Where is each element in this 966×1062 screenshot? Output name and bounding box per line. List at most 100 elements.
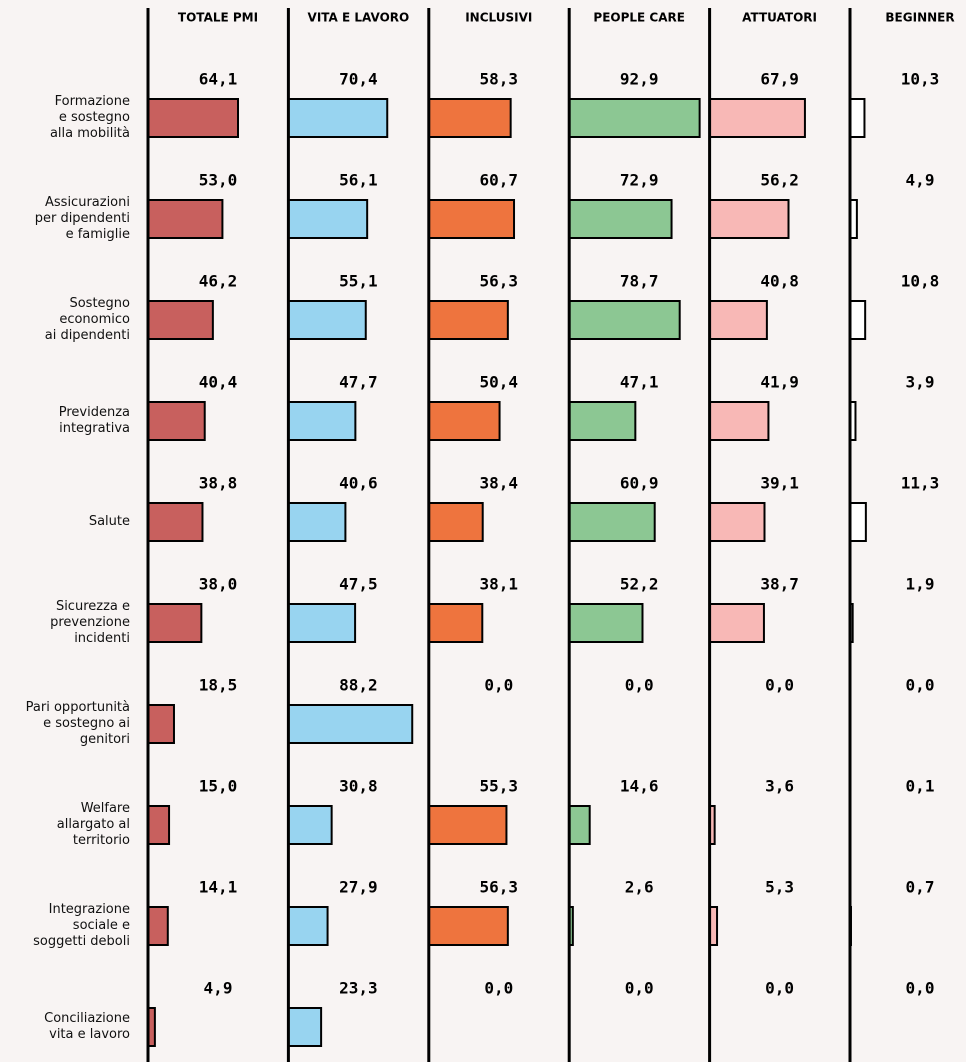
bar [287, 502, 347, 542]
panel-header: TOTALE PMI [178, 11, 258, 25]
bar [287, 1007, 323, 1047]
category-label: Conciliazione vita e lavoro [44, 1011, 130, 1042]
value-label: 56,2 [760, 171, 799, 190]
value-label: 15,0 [199, 777, 238, 796]
bar [849, 98, 866, 138]
value-label: 38,1 [480, 575, 519, 594]
category-label: Salute [88, 514, 130, 529]
value-label: 0,0 [625, 676, 654, 695]
panel-header: BEGINNER [885, 11, 954, 25]
category-label: Formazione e sostegno alla mobilità [49, 94, 130, 141]
bar [568, 401, 637, 441]
value-label: 60,9 [620, 474, 659, 493]
value-label: 4,9 [906, 171, 935, 190]
category-label: Welfare allargato al territorio [56, 801, 130, 848]
value-label: 4,9 [204, 979, 233, 998]
bar [147, 199, 224, 239]
value-label: 39,1 [760, 474, 799, 493]
panel-header: PEOPLE CARE [593, 11, 685, 25]
bar [147, 98, 239, 138]
value-label: 70,4 [339, 70, 378, 89]
value-label: 88,2 [339, 676, 378, 695]
value-label: 10,3 [901, 70, 940, 89]
value-label: 52,2 [620, 575, 659, 594]
value-label: 10,8 [901, 272, 940, 291]
bar [708, 98, 806, 138]
bar [708, 401, 770, 441]
value-label: 3,6 [765, 777, 794, 796]
value-label: 0,0 [765, 676, 794, 695]
bar [287, 906, 329, 946]
value-label: 23,3 [339, 979, 378, 998]
bar [568, 502, 656, 542]
value-label: 0,0 [625, 979, 654, 998]
value-label: 40,4 [199, 373, 238, 392]
bar [568, 98, 701, 138]
panel-header: INCLUSIVI [465, 11, 532, 25]
value-label: 38,0 [199, 575, 238, 594]
value-label: 56,3 [480, 878, 519, 897]
bar [287, 98, 389, 138]
bar [287, 704, 414, 744]
value-label: 0,0 [484, 979, 513, 998]
value-label: 41,9 [760, 373, 799, 392]
value-label: 47,7 [339, 373, 378, 392]
bar [427, 300, 509, 340]
value-label: 0,0 [906, 979, 935, 998]
bar [287, 300, 367, 340]
value-label: 14,6 [620, 777, 659, 796]
value-label: 50,4 [480, 373, 519, 392]
value-label: 55,3 [480, 777, 519, 796]
value-label: 0,1 [906, 777, 935, 796]
category-label: Sicurezza e prevenzione incidenti [50, 599, 130, 646]
value-label: 67,9 [760, 70, 799, 89]
bar [427, 603, 484, 643]
value-label: 60,7 [480, 171, 519, 190]
category-label: Assicurazioni per dipendenti e famiglie [34, 195, 130, 242]
value-label: 64,1 [199, 70, 238, 89]
category-label: Pari opportunità e sostegno ai genitori [25, 700, 130, 747]
value-label: 56,1 [339, 171, 378, 190]
bar [708, 300, 768, 340]
value-label: 2,6 [625, 878, 654, 897]
value-label: 11,3 [901, 474, 940, 493]
value-label: 14,1 [199, 878, 238, 897]
value-label: 56,3 [480, 272, 519, 291]
value-label: 46,2 [199, 272, 238, 291]
bar [708, 603, 765, 643]
value-label: 53,0 [199, 171, 238, 190]
panel-header: ATTUATORI [742, 11, 817, 25]
value-label: 47,5 [339, 575, 378, 594]
bar [147, 906, 169, 946]
bar [849, 502, 867, 542]
value-label: 0,0 [765, 979, 794, 998]
value-label: 38,4 [480, 474, 519, 493]
bar [568, 199, 673, 239]
bar [147, 704, 175, 744]
value-label: 0,0 [484, 676, 513, 695]
bar [147, 300, 214, 340]
category-label: Sostegno economico ai dipendenti [44, 296, 130, 343]
value-label: 92,9 [620, 70, 659, 89]
value-label: 0,0 [906, 676, 935, 695]
value-label: 1,9 [906, 575, 935, 594]
value-label: 3,9 [906, 373, 935, 392]
value-label: 40,8 [760, 272, 799, 291]
bar [147, 502, 204, 542]
bar [427, 805, 508, 845]
value-label: 18,5 [199, 676, 238, 695]
panel-header: VITA E LAVORO [308, 11, 410, 25]
value-label: 38,7 [760, 575, 799, 594]
bar [427, 199, 516, 239]
value-label: 55,1 [339, 272, 378, 291]
value-label: 38,8 [199, 474, 238, 493]
bar [427, 98, 512, 138]
bar [147, 805, 171, 845]
value-label: 27,9 [339, 878, 378, 897]
bar [427, 906, 509, 946]
category-label: Integrazione sociale e soggetti deboli [33, 902, 130, 949]
bar [287, 603, 357, 643]
bar [287, 805, 333, 845]
